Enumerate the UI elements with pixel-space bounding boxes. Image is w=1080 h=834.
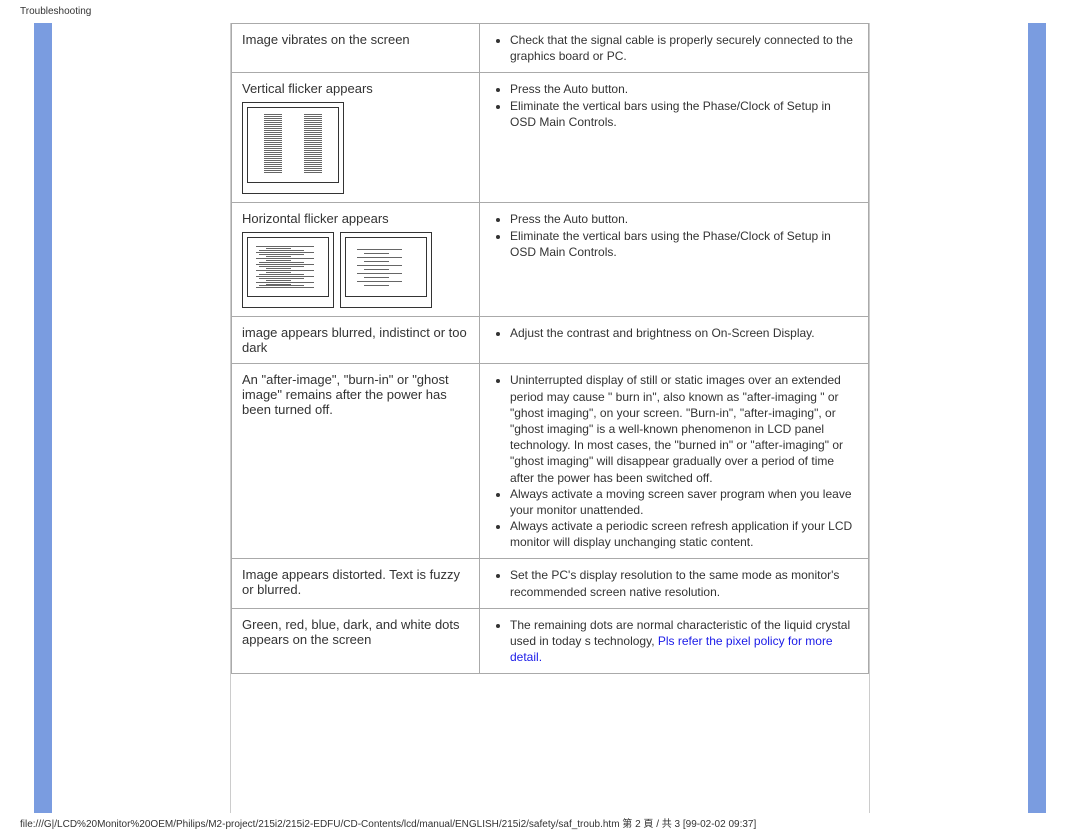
problem-text: image appears blurred, indistinct or too…	[242, 325, 467, 355]
vertical-flicker-figure	[242, 102, 469, 194]
problem-cell: Image vibrates on the screen	[232, 24, 480, 73]
problem-text: Vertical flicker appears	[242, 81, 373, 96]
content-column: Image vibrates on the screen Check that t…	[230, 23, 870, 813]
table-row: Green, red, blue, dark, and white dots a…	[232, 608, 869, 674]
solution-cell: Press the Auto button.Eliminate the vert…	[480, 203, 869, 317]
page-layout: Image vibrates on the screen Check that t…	[0, 23, 1080, 813]
problem-cell: An "after-image", "burn-in" or "ghost im…	[232, 364, 480, 559]
footer-file-path: file:///G|/LCD%20Monitor%20OEM/Philips/M…	[20, 815, 756, 830]
solution-item: Press the Auto button.	[510, 211, 858, 227]
problem-text: Green, red, blue, dark, and white dots a…	[242, 617, 460, 647]
solution-cell: Press the Auto button.Eliminate the vert…	[480, 73, 869, 203]
solution-cell: Uninterrupted display of still or static…	[480, 364, 869, 559]
table-row: Image vibrates on the screen Check that t…	[232, 24, 869, 73]
solution-cell: Set the PC's display resolution to the s…	[480, 559, 869, 608]
solution-item: Adjust the contrast and brightness on On…	[510, 325, 858, 341]
solution-item: Uninterrupted display of still or static…	[510, 372, 858, 485]
right-margin	[870, 23, 1028, 813]
problem-text: Horizontal flicker appears	[242, 211, 389, 226]
blue-strip-right	[1028, 23, 1046, 813]
solution-item: The remaining dots are normal characteri…	[510, 617, 858, 666]
gap-right	[1046, 23, 1080, 813]
page-header-title: Troubleshooting	[0, 0, 1080, 23]
solution-cell: Adjust the contrast and brightness on On…	[480, 317, 869, 364]
problem-text: An "after-image", "burn-in" or "ghost im…	[242, 372, 449, 417]
solution-item: Always activate a periodic screen refres…	[510, 518, 858, 550]
solution-item: Check that the signal cable is properly …	[510, 32, 858, 64]
problem-cell: Vertical flicker appears	[232, 73, 480, 203]
gap-left	[0, 23, 34, 813]
solution-item: Set the PC's display resolution to the s…	[510, 567, 858, 599]
problem-cell: image appears blurred, indistinct or too…	[232, 317, 480, 364]
problem-cell: Horizontal flicker appears	[232, 203, 480, 317]
horizontal-flicker-figure	[242, 232, 469, 308]
solution-cell: The remaining dots are normal characteri…	[480, 608, 869, 674]
table-row: An "after-image", "burn-in" or "ghost im…	[232, 364, 869, 559]
table-row: Image appears distorted. Text is fuzzy o…	[232, 559, 869, 608]
pixel-policy-link[interactable]: Pls refer the pixel policy for more deta…	[510, 634, 833, 664]
problem-text: Image vibrates on the screen	[242, 32, 410, 47]
table-row: Horizontal flicker appears Press the Aut…	[232, 203, 869, 317]
solution-item: Always activate a moving screen saver pr…	[510, 486, 858, 518]
problem-cell: Image appears distorted. Text is fuzzy o…	[232, 559, 480, 608]
solution-item: Eliminate the vertical bars using the Ph…	[510, 228, 858, 260]
left-margin	[52, 23, 230, 813]
blue-strip-left	[34, 23, 52, 813]
solution-item: Press the Auto button.	[510, 81, 858, 97]
table-row: image appears blurred, indistinct or too…	[232, 317, 869, 364]
problem-text: Image appears distorted. Text is fuzzy o…	[242, 567, 460, 597]
troubleshooting-table: Image vibrates on the screen Check that t…	[231, 23, 869, 674]
table-row: Vertical flicker appears Press the Auto …	[232, 73, 869, 203]
solution-cell: Check that the signal cable is properly …	[480, 24, 869, 73]
solution-item: Eliminate the vertical bars using the Ph…	[510, 98, 858, 130]
problem-cell: Green, red, blue, dark, and white dots a…	[232, 608, 480, 674]
